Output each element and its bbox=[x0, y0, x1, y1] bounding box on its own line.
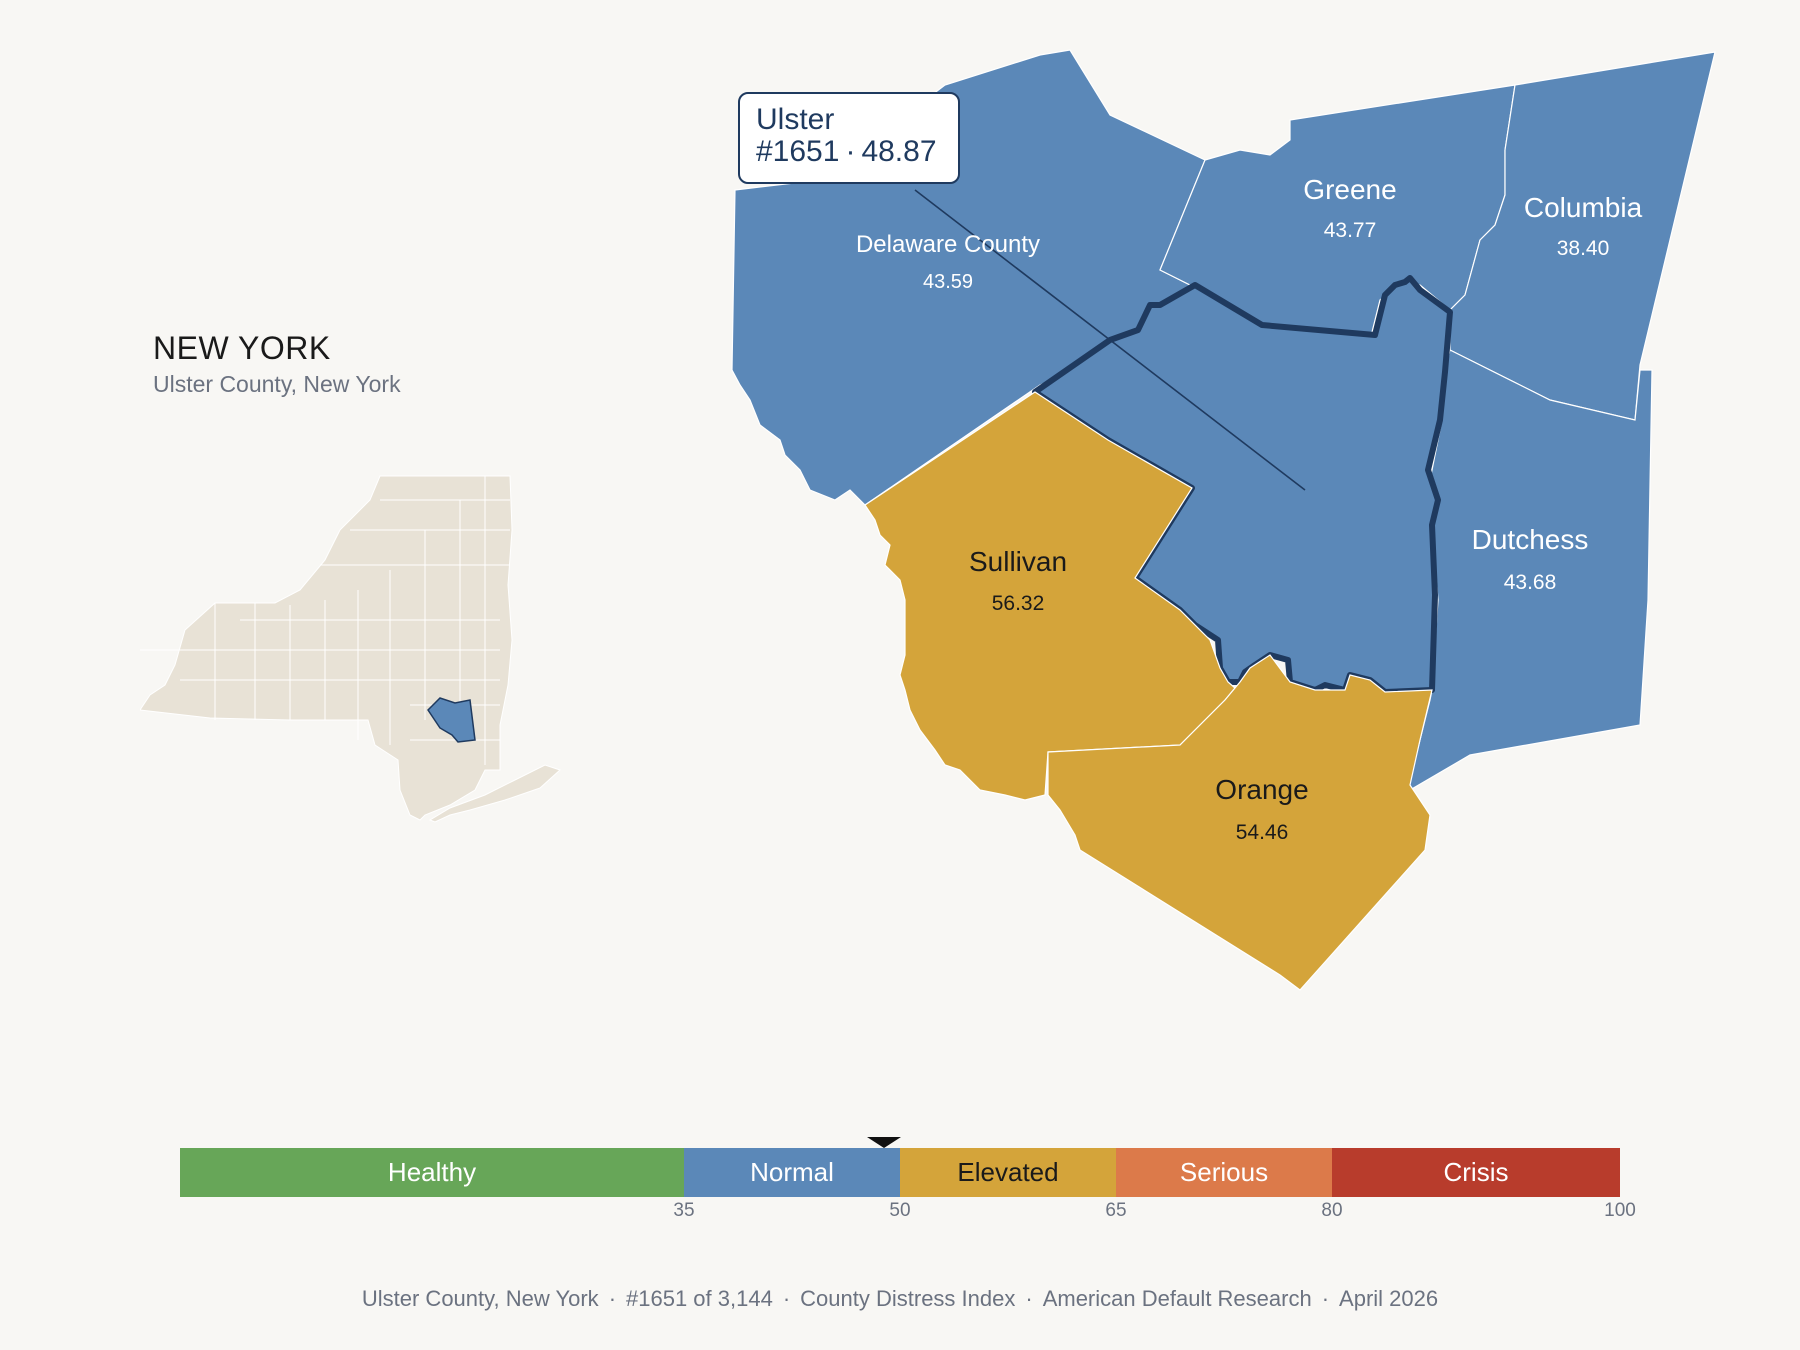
legend-label-healthy: Healthy bbox=[387, 1157, 477, 1187]
callout-rank: #1651 bbox=[756, 135, 840, 168]
state-title: NEW YORK bbox=[153, 330, 331, 366]
footer-rank: #1651 of 3,144 bbox=[626, 1286, 773, 1311]
legend-tick-65: 65 bbox=[1105, 1200, 1127, 1221]
value-orange: 54.46 bbox=[1236, 821, 1289, 844]
legend-bar: Healthy Normal Elevated Serious Crisis bbox=[180, 1148, 1620, 1197]
legend-label-normal: Normal bbox=[750, 1157, 834, 1187]
callout-separator: · bbox=[845, 135, 856, 168]
inset-county-lines bbox=[140, 476, 510, 765]
county-sullivan[interactable] bbox=[864, 391, 1236, 801]
label-dutchess: Dutchess bbox=[1472, 524, 1589, 555]
legend-segment-normal: Normal bbox=[684, 1148, 900, 1197]
value-greene: 43.77 bbox=[1324, 219, 1377, 242]
legend-tick-35: 35 bbox=[673, 1200, 695, 1221]
label-orange: Orange bbox=[1215, 774, 1308, 805]
legend-segment-crisis: Crisis bbox=[1332, 1148, 1620, 1197]
legend-tick-100: 100 bbox=[1604, 1200, 1636, 1221]
county-orange[interactable] bbox=[1047, 654, 1433, 991]
state-subtitle: Ulster County, New York bbox=[153, 371, 401, 397]
inset-long-island bbox=[428, 764, 561, 823]
legend-segment-elevated: Elevated bbox=[900, 1148, 1116, 1197]
footer-separator: · bbox=[608, 1286, 617, 1311]
new-york-inset-map bbox=[140, 475, 561, 823]
legend-label-serious: Serious bbox=[1179, 1157, 1269, 1187]
value-delaware: 43.59 bbox=[923, 271, 973, 293]
legend-tick-80: 80 bbox=[1321, 1200, 1343, 1221]
value-sullivan: 56.32 bbox=[992, 592, 1045, 615]
legend-label-crisis: Crisis bbox=[1443, 1157, 1509, 1187]
value-columbia: 38.40 bbox=[1557, 237, 1610, 260]
callout-detail: #1651 · 48.87 bbox=[756, 136, 942, 168]
inset-state-shape bbox=[140, 475, 513, 821]
callout-leader-line bbox=[914, 189, 1306, 491]
legend-marker bbox=[866, 1137, 901, 1148]
label-sullivan: Sullivan bbox=[969, 546, 1067, 577]
footer-separator: · bbox=[1025, 1286, 1033, 1311]
ulster-callout: Ulster #1651 · 48.87 bbox=[738, 92, 960, 184]
footer-date: April 2026 bbox=[1339, 1286, 1439, 1311]
label-delaware: Delaware County bbox=[856, 231, 1040, 258]
value-dutchess: 43.68 bbox=[1504, 571, 1557, 594]
footer-separator: · bbox=[782, 1286, 791, 1311]
legend-segment-healthy: Healthy bbox=[180, 1148, 684, 1197]
label-columbia: Columbia bbox=[1524, 192, 1643, 223]
callout-value: 48.87 bbox=[861, 135, 937, 168]
footer-index: County Distress Index bbox=[800, 1286, 1016, 1311]
footer-county: Ulster County, New York bbox=[361, 1286, 599, 1311]
inset-ulster-highlight bbox=[427, 697, 476, 743]
callout-name: Ulster bbox=[756, 103, 835, 136]
footer: Ulster County, New York · #1651 of 3,144 · C… bbox=[0, 1286, 1800, 1312]
legend-segment-serious: Serious bbox=[1116, 1148, 1332, 1197]
legend-tick-50: 50 bbox=[889, 1200, 911, 1221]
footer-separator: · bbox=[1321, 1286, 1330, 1311]
label-greene: Greene bbox=[1303, 174, 1396, 205]
legend-label-elevated: Elevated bbox=[957, 1157, 1059, 1187]
footer-source: American Default Research bbox=[1042, 1286, 1312, 1311]
